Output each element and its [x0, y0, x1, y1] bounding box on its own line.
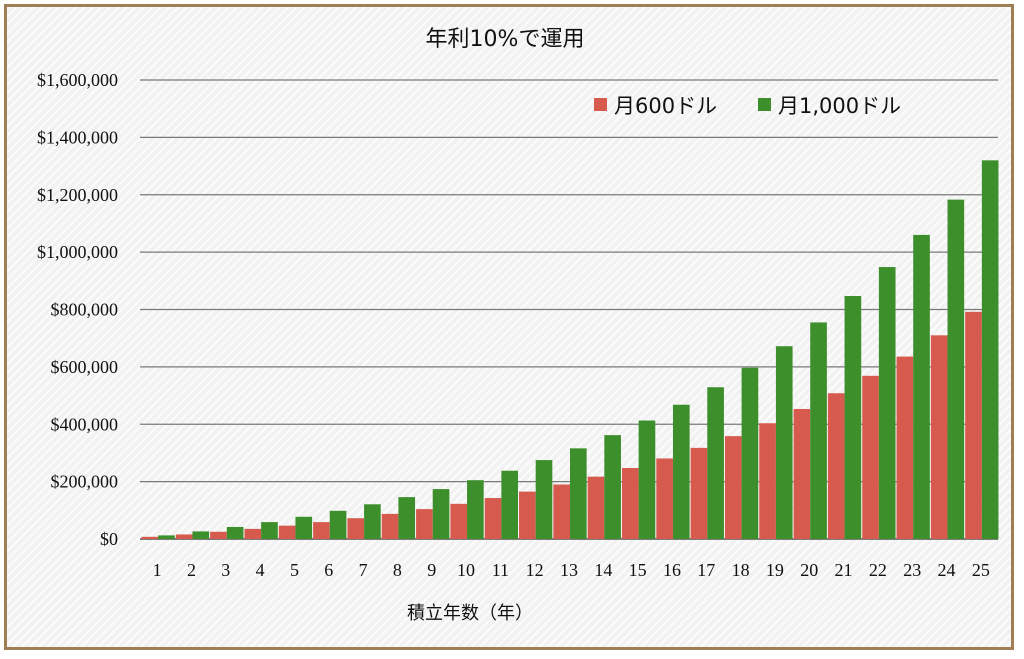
x-tick-label: 12 — [526, 560, 544, 580]
legend-swatch — [758, 98, 771, 111]
bar-series-1 — [587, 476, 605, 539]
bar-series-2 — [226, 526, 244, 539]
y-tick-label: $1,600,000 — [37, 70, 118, 90]
y-tick-label: $200,000 — [51, 472, 119, 492]
bar-series-1 — [313, 522, 330, 539]
bar-series-2 — [570, 448, 587, 539]
bar-series-1 — [862, 375, 879, 539]
bar-series-1 — [278, 525, 296, 539]
bar-series-2 — [672, 404, 690, 539]
x-tick-label: 6 — [324, 560, 333, 580]
bar-series-2 — [775, 346, 793, 539]
bar-series-1 — [965, 311, 982, 539]
legend-swatch — [594, 98, 607, 111]
bar-series-1 — [210, 531, 227, 539]
x-tick-label: 2 — [187, 560, 196, 580]
y-tick-label: $1,400,000 — [37, 127, 118, 147]
bar-series-1 — [553, 484, 570, 539]
bar-series-1 — [519, 491, 536, 539]
x-tick-label: 16 — [663, 560, 681, 580]
x-tick-label: 24 — [938, 560, 956, 580]
y-tick-label: $600,000 — [51, 357, 119, 377]
bar-series-2 — [810, 322, 827, 539]
bar-series-1 — [724, 436, 742, 539]
bar-series-2 — [535, 460, 553, 539]
bar-series-1 — [930, 335, 948, 539]
bar-series-1 — [484, 498, 502, 539]
x-tick-label: 10 — [457, 560, 475, 580]
bar-series-2 — [467, 480, 484, 539]
bar-series-2 — [158, 535, 175, 539]
legend: 月600ドル 月1,000ドル — [594, 94, 901, 118]
bar-series-2 — [913, 234, 930, 539]
x-tick-label: 18 — [732, 560, 750, 580]
y-tick-label: $400,000 — [51, 414, 119, 434]
bar-series-1 — [381, 513, 399, 539]
x-tick-label: 8 — [393, 560, 402, 580]
x-tick-label: 11 — [492, 560, 509, 580]
legend-label: 月600ドル — [614, 94, 717, 118]
bar-series-2 — [329, 510, 347, 539]
y-tick-label: $0 — [100, 529, 118, 549]
x-tick-label: 1 — [153, 560, 162, 580]
bar-series-1 — [827, 393, 845, 539]
x-tick-label: 7 — [359, 560, 368, 580]
bar-series-1 — [759, 423, 776, 539]
bar-series-2 — [501, 470, 519, 539]
bar-series-1 — [450, 503, 468, 539]
x-tick-label: 15 — [629, 560, 647, 580]
bar-series-2 — [981, 160, 999, 539]
x-tick-label: 13 — [560, 560, 578, 580]
bar-series-1 — [793, 408, 811, 539]
x-tick-label: 21 — [835, 560, 853, 580]
bar-series-1 — [416, 509, 433, 539]
bar-series-2 — [638, 420, 656, 539]
bar-series-2 — [707, 387, 724, 539]
x-tick-label: 22 — [869, 560, 887, 580]
bar-series-2 — [741, 367, 759, 539]
bar-series-1 — [244, 528, 262, 539]
bar-series-1 — [621, 467, 639, 539]
bar-series-2 — [364, 504, 381, 539]
x-tick-label: 3 — [221, 560, 230, 580]
bar-series-2 — [398, 497, 416, 539]
legend-label: 月1,000ドル — [778, 94, 901, 118]
x-tick-label: 14 — [594, 560, 612, 580]
bars — [141, 160, 999, 539]
chart-title: 年利10%で運用 — [426, 27, 585, 52]
bar-series-1 — [896, 356, 914, 539]
bar-series-2 — [604, 435, 621, 539]
bar-series-1 — [347, 518, 365, 539]
x-tick-label: 20 — [800, 560, 818, 580]
x-tick-label: 5 — [290, 560, 299, 580]
bar-series-2 — [878, 267, 896, 539]
y-tick-label: $1,000,000 — [37, 242, 118, 262]
bar-series-2 — [192, 531, 210, 539]
y-tick-label: $1,200,000 — [37, 185, 118, 205]
x-tick-label: 25 — [972, 560, 990, 580]
x-tick-label: 9 — [427, 560, 436, 580]
y-tick-label: $800,000 — [51, 300, 119, 320]
bar-series-2 — [947, 199, 965, 539]
x-tick-label: 23 — [903, 560, 921, 580]
bar-series-2 — [844, 296, 862, 539]
bar-series-1 — [175, 534, 193, 539]
bar-series-2 — [295, 516, 313, 539]
bar-series-1 — [141, 536, 159, 539]
x-axis-label: 積立年数（年） — [407, 603, 533, 624]
x-tick-label: 17 — [697, 560, 715, 580]
bar-series-1 — [656, 458, 673, 539]
x-axis: 1 2 3 4 5 6 7 8 9 10 11 12 13 14 15 16 17 18 19 20 21 22 23 24 2… — [153, 560, 990, 580]
x-tick-label: 19 — [766, 560, 784, 580]
bar-series-2 — [261, 522, 278, 539]
bar-series-1 — [690, 447, 708, 539]
x-tick-label: 4 — [256, 560, 265, 580]
bar-series-2 — [432, 489, 450, 539]
y-axis: $0 $200,000 $400,000 $600,000 $800,000 $1,000… — [37, 70, 118, 549]
